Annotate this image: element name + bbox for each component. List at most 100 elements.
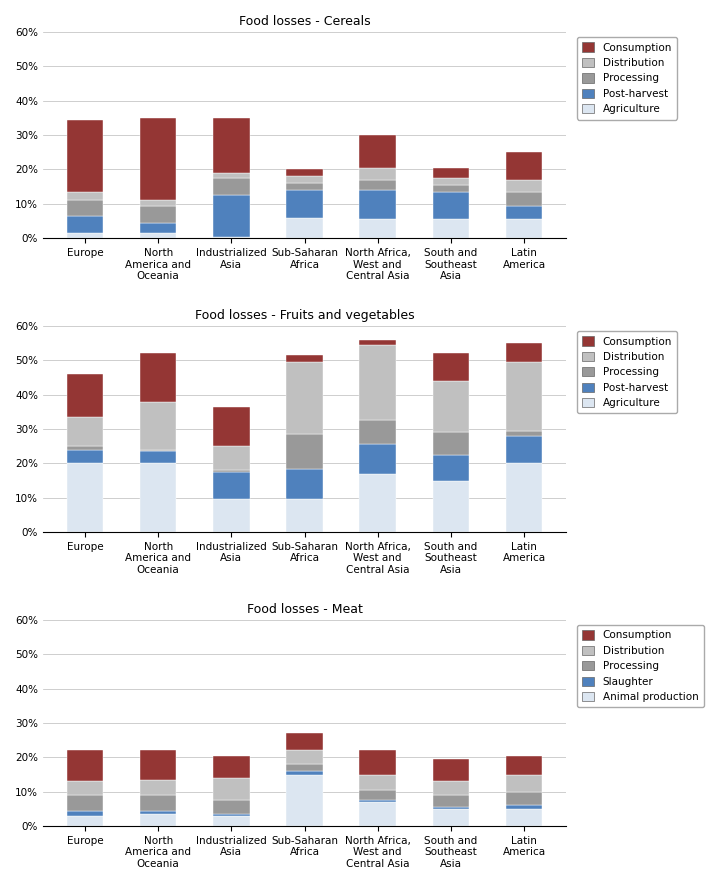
Bar (286, 434, 323, 469)
Bar (140, 450, 176, 452)
Bar (140, 354, 176, 401)
Bar (140, 118, 176, 201)
Bar (67, 450, 104, 463)
Bar (433, 354, 470, 381)
Bar (140, 201, 176, 206)
Bar (213, 446, 249, 470)
Title: Food losses - Meat: Food losses - Meat (247, 603, 362, 616)
Bar (506, 206, 542, 219)
Bar (140, 452, 176, 463)
Bar (213, 173, 249, 178)
Bar (67, 795, 104, 811)
Bar (286, 170, 323, 176)
Bar (67, 201, 104, 216)
Bar (506, 463, 542, 532)
Bar (506, 809, 542, 826)
Bar (360, 219, 396, 238)
Bar (140, 233, 176, 238)
Bar (213, 178, 249, 195)
Bar (360, 800, 396, 802)
Bar (506, 774, 542, 792)
Bar (140, 401, 176, 450)
Bar (140, 463, 176, 532)
Bar (67, 446, 104, 450)
Bar (433, 807, 470, 809)
Bar (67, 417, 104, 446)
Bar (360, 339, 396, 345)
Bar (360, 135, 396, 168)
Bar (506, 362, 542, 431)
Bar (360, 802, 396, 826)
Bar (433, 178, 470, 185)
Bar (213, 118, 249, 173)
Bar (286, 355, 323, 362)
Bar (360, 445, 396, 474)
Bar (213, 407, 249, 446)
Bar (360, 790, 396, 800)
Bar (140, 795, 176, 811)
Bar (286, 751, 323, 764)
Bar (67, 816, 104, 826)
Bar (213, 499, 249, 532)
Bar (140, 751, 176, 780)
Bar (286, 362, 323, 434)
Bar (433, 219, 470, 238)
Bar (433, 432, 470, 454)
Bar (506, 152, 542, 179)
Bar (67, 781, 104, 795)
Bar (433, 809, 470, 826)
Bar (140, 811, 176, 814)
Bar (67, 374, 104, 417)
Bar (506, 431, 542, 436)
Bar (433, 759, 470, 781)
Bar (286, 217, 323, 238)
Bar (67, 216, 104, 233)
Bar (433, 168, 470, 178)
Bar (140, 223, 176, 233)
Bar (506, 792, 542, 805)
Bar (360, 168, 396, 179)
Bar (360, 474, 396, 532)
Bar (286, 733, 323, 751)
Bar (433, 185, 470, 192)
Bar (286, 190, 323, 217)
Bar (360, 774, 396, 790)
Bar (67, 233, 104, 238)
Bar (67, 119, 104, 192)
Bar (506, 805, 542, 809)
Bar (360, 190, 396, 219)
Bar (213, 470, 249, 472)
Bar (140, 814, 176, 826)
Bar (140, 206, 176, 223)
Bar (433, 192, 470, 219)
Bar (213, 816, 249, 826)
Bar (213, 472, 249, 499)
Bar (360, 751, 396, 774)
Bar (433, 781, 470, 795)
Bar (433, 381, 470, 432)
Bar (67, 192, 104, 201)
Bar (213, 814, 249, 816)
Bar (506, 436, 542, 463)
Bar (506, 756, 542, 774)
Bar (286, 771, 323, 774)
Bar (286, 183, 323, 190)
Bar (213, 195, 249, 237)
Bar (506, 179, 542, 192)
Bar (67, 463, 104, 532)
Bar (286, 764, 323, 771)
Bar (360, 179, 396, 190)
Bar (213, 756, 249, 778)
Title: Food losses - Cereals: Food losses - Cereals (239, 15, 370, 28)
Legend: Consumption, Distribution, Processing, Slaughter, Animal production: Consumption, Distribution, Processing, S… (577, 625, 704, 707)
Title: Food losses - Fruits and vegetables: Food losses - Fruits and vegetables (195, 309, 414, 322)
Bar (213, 237, 249, 238)
Bar (286, 469, 323, 499)
Bar (506, 343, 542, 362)
Bar (67, 811, 104, 816)
Bar (213, 800, 249, 814)
Bar (286, 499, 323, 532)
Bar (140, 780, 176, 795)
Bar (433, 454, 470, 481)
Bar (286, 774, 323, 826)
